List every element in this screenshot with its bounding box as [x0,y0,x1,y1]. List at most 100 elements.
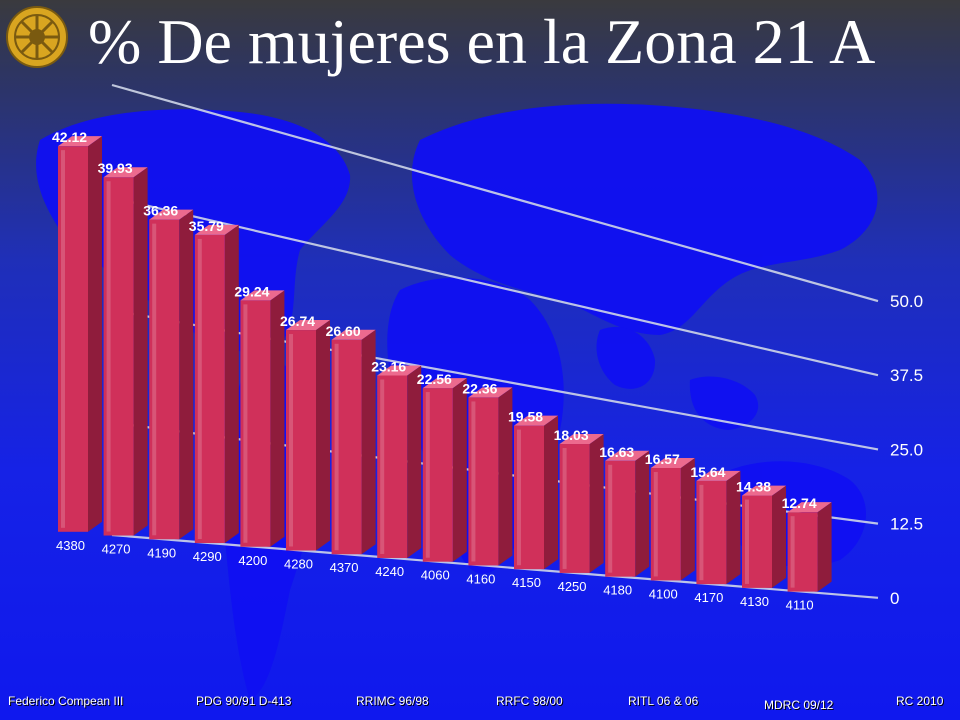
bar-front [605,460,636,577]
category-label: 4370 [330,560,359,575]
bar-side [589,434,604,573]
footer-item: PDG 90/91 D-413 [196,694,292,708]
bar-front [742,495,772,588]
value-labels: 42.12 39.93 36.36 35.79 29.24 26.74 26.60 23.16… [52,129,817,511]
rotary-wheel-icon [6,6,68,68]
value-label: 16.57 [645,451,680,467]
category-label: 4280 [284,556,313,571]
bar-top [514,415,558,426]
bar [286,320,330,551]
bar-side [179,209,194,540]
value-label: 19.58 [508,409,543,425]
bar-side [452,378,467,562]
bar-top [149,209,194,220]
bar-side [224,224,239,544]
bar-top [422,378,467,389]
bar-front [194,234,225,544]
bar-top [605,450,650,461]
category-label: 4170 [694,590,723,605]
bar-highlight [425,392,430,558]
bar [377,365,422,558]
bar [422,378,467,562]
bar-highlight [61,150,65,528]
bar [149,209,194,540]
value-label: 39.93 [98,160,133,176]
footer: Federico Compean III PDG 90/91 D-413 RRI… [0,694,960,720]
bar-top [468,387,513,398]
bar-top [742,485,786,496]
footer-item: RRIMC 96/98 [356,694,429,708]
bar [650,457,695,581]
footer-item: RITL 06 & 06 [628,694,699,708]
bar [468,387,513,566]
bar-front [103,177,134,536]
bar [58,136,102,532]
category-label: 4290 [193,549,222,564]
value-label: 18.03 [554,427,589,443]
bar-side [88,136,102,532]
category-label: 4180 [603,583,632,598]
bar-highlight [152,223,157,536]
bar-front [559,444,590,573]
category-labels: 4380 4270 4190 4290 4200 4280 4370 4240 4060 4160… [56,538,814,613]
bar-highlight [745,499,749,584]
category-label: 4060 [421,568,450,583]
bar-side [772,485,786,588]
category-label: 4110 [786,598,814,613]
bar [559,434,604,573]
bar-highlight [197,238,202,540]
bar-side [498,387,513,566]
bar [696,470,741,585]
y-axis-labels: 0 12.5 25.0 37.5 50.0 [890,292,923,608]
bar-top [650,457,695,468]
bar-highlight [562,448,567,569]
bar [331,329,376,555]
bar-top [331,329,376,340]
value-label: 22.36 [462,380,497,396]
category-label: 4160 [466,571,495,586]
bar-top [696,470,741,481]
bar-side [270,290,285,547]
category-label: 4250 [558,579,587,594]
footer-item: RC 2010 [896,694,944,708]
bar-front [650,467,681,581]
value-label: 42.12 [52,129,87,145]
bar-highlight [699,484,704,581]
bar [514,415,558,570]
category-label: 4130 [740,594,769,609]
value-label: 12.74 [782,495,817,511]
bar-highlight [243,304,248,543]
bar-highlight [608,464,613,573]
bar-top [240,290,285,301]
gridline [111,196,879,377]
value-label: 26.74 [280,313,315,329]
bar [787,502,832,592]
bar-side [361,329,376,555]
y-tick-label: 0 [890,589,899,608]
bar-highlight [517,429,521,566]
bar-front [240,300,271,547]
bar-side [133,167,148,536]
bar-front [331,339,362,555]
bar-top [194,224,239,235]
bar-side [817,502,832,592]
gridline [111,83,879,303]
footer-item: RRFC 98/00 [496,694,563,708]
bar-highlight [653,471,658,577]
bar-front [514,425,544,570]
category-label: 4240 [375,564,404,579]
value-label: 15.64 [690,464,725,480]
bar-front [58,146,88,532]
bar-top [103,167,148,178]
bar-top [559,434,604,445]
category-label: 4100 [649,586,678,601]
category-label: 4380 [56,538,85,553]
y-tick-label: 12.5 [890,515,923,534]
value-label: 36.36 [143,203,178,219]
value-label: 29.24 [234,283,269,299]
value-label: 16.63 [599,444,634,460]
bar [605,450,650,577]
bar-top [787,502,832,513]
category-label: 4150 [512,575,541,590]
